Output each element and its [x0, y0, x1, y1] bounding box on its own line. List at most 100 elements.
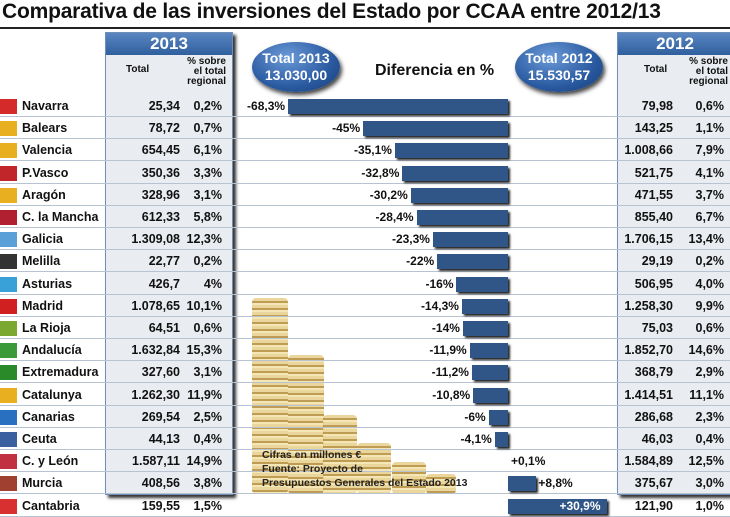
col-total-2012: Total — [644, 64, 668, 75]
region-name: Balears — [22, 121, 68, 136]
diff-bar — [432, 232, 508, 248]
pct-2013: 14,9% — [186, 454, 222, 469]
diff-label: +0,1% — [511, 454, 546, 469]
region-name: La Rioja — [22, 321, 71, 335]
diff-bar — [469, 343, 508, 359]
pct-2013: 6,1% — [193, 143, 223, 158]
diff-bar — [488, 409, 508, 425]
diff-label: -35,1% — [353, 143, 392, 158]
flag-icon — [0, 99, 17, 114]
diff-label: -14% — [431, 321, 460, 335]
region-name: Aragón — [22, 187, 66, 202]
table-row: Galicia 1.309,08 12,3% -23,3% 1.706,15 1… — [0, 229, 730, 251]
page-title: Comparativa de las inversiones del Estad… — [2, 0, 661, 23]
region-name: Andalucía — [22, 343, 82, 358]
table-row: Andalucía 1.632,84 15,3% -11,9% 1.852,70… — [0, 340, 730, 362]
total-2012: 1.706,15 — [624, 232, 673, 247]
diff-bar — [494, 432, 508, 447]
region-name: Cantabria — [22, 498, 80, 513]
flag-icon — [0, 387, 17, 403]
table-row: Navarra 25,34 0,2% -68,3% 79,98 0,6% — [0, 96, 730, 117]
region-name: Galicia — [22, 232, 63, 247]
flag-icon — [0, 498, 17, 514]
pct-2012: 2,9% — [695, 365, 725, 380]
table-row: Murcia 408,56 3,8% +8,8% 375,67 3,0% — [0, 473, 730, 495]
pct-2012: 0,4% — [695, 432, 725, 446]
pct-2013: 15,3% — [186, 343, 222, 358]
table-row: Ceuta 44,13 0,4% -4,1% 46,03 0,4% — [0, 429, 730, 450]
total-2012: 506,95 — [634, 276, 673, 291]
region-name: P.Vasco — [22, 165, 69, 180]
total-2012: 29,19 — [641, 254, 673, 269]
table-row: Balears 78,72 0,7% -45% 143,25 1,1% — [0, 118, 730, 140]
total-2012: 75,03 — [641, 321, 673, 335]
total-2013: 1.262,30 — [131, 387, 180, 402]
diff-bar — [471, 365, 508, 381]
pct-2013: 4% — [203, 276, 222, 291]
diff-label: -4,1% — [460, 432, 492, 446]
pct-2012: 2,3% — [695, 409, 725, 424]
pct-2013: 3,8% — [193, 476, 223, 491]
pct-2012: 7,9% — [695, 143, 725, 158]
diff-bar — [437, 254, 508, 270]
total-2013: 1.078,65 — [131, 298, 180, 313]
table-row: Valencia 654,45 6,1% -35,1% 1.008,66 7,9… — [0, 140, 730, 162]
total-2012: 1.258,30 — [624, 298, 673, 313]
diff-label: -32,8% — [361, 165, 400, 180]
total-2012: 1.414,51 — [624, 387, 673, 402]
diff-label: -14,3% — [420, 298, 459, 313]
flag-icon — [0, 210, 17, 225]
panel-2012: 2012 Total % sobre el total regional — [617, 32, 730, 495]
region-name: Valencia — [22, 143, 73, 158]
flag-icon — [0, 454, 17, 470]
pct-2013: 2,5% — [193, 409, 223, 424]
pct-2013: 3,1% — [193, 187, 223, 202]
total-2013: 159,55 — [141, 498, 180, 513]
flag-icon — [0, 165, 17, 181]
table-row: Canarias 269,54 2,5% -6% 286,68 2,3% — [0, 407, 730, 428]
diff-label: -28,4% — [375, 210, 414, 224]
pct-2013: 0,4% — [193, 432, 223, 446]
region-name: Extremadura — [22, 365, 99, 380]
total-2012: 368,79 — [634, 365, 673, 380]
region-name: Navarra — [22, 99, 69, 113]
pct-2013: 0,7% — [193, 121, 223, 136]
diff-label: -10,8% — [432, 387, 471, 402]
total-2013: 327,60 — [141, 365, 180, 380]
pct-2013: 0,2% — [193, 254, 223, 269]
total-2013: 1.632,84 — [131, 343, 180, 358]
diff-label: -23,3% — [391, 232, 430, 247]
total-2012: 121,90 — [634, 498, 673, 513]
diff-bar — [456, 276, 508, 292]
table-row: Asturias 426,7 4% -16% 506,95 4,0% — [0, 274, 730, 295]
region-name: Madrid — [22, 298, 63, 313]
flag-icon — [0, 476, 17, 492]
total-2012: 1.008,66 — [624, 143, 673, 158]
pct-2013: 3,1% — [193, 365, 223, 380]
table-row: La Rioja 64,51 0,6% -14% 75,03 0,6% — [0, 318, 730, 339]
region-name: Murcia — [22, 476, 63, 491]
flag-icon — [0, 409, 17, 425]
region-name: Melilla — [22, 254, 61, 269]
year-2013-header: 2013 — [106, 33, 232, 55]
total-2013: 22,77 — [148, 254, 180, 269]
total-2012: 46,03 — [641, 432, 673, 446]
total-2012: 521,75 — [634, 165, 673, 180]
diff-bar — [473, 387, 508, 403]
total-2012: 1.584,89 — [624, 454, 673, 469]
diff-label: -16% — [425, 276, 454, 291]
pct-2012: 11,1% — [689, 387, 724, 402]
total-2013: 1.587,11 — [132, 454, 180, 469]
title-divider — [0, 27, 730, 29]
total-2012: 79,98 — [641, 99, 673, 113]
flag-icon — [0, 276, 17, 292]
diff-label: -30,2% — [369, 187, 408, 202]
diff-label: +8,8% — [538, 476, 573, 491]
total-2012-bubble: Total 2012 15.530,57 — [515, 42, 603, 92]
total-2013: 1.309,08 — [131, 232, 180, 247]
table-row: Cantabria 159,55 1,5% +30,9% 121,90 1,0% — [0, 496, 730, 517]
diff-label: -11,9% — [429, 343, 467, 358]
diff-bar — [288, 99, 508, 114]
region-name: Asturias — [22, 276, 73, 291]
total-2013: 612,33 — [141, 210, 180, 224]
